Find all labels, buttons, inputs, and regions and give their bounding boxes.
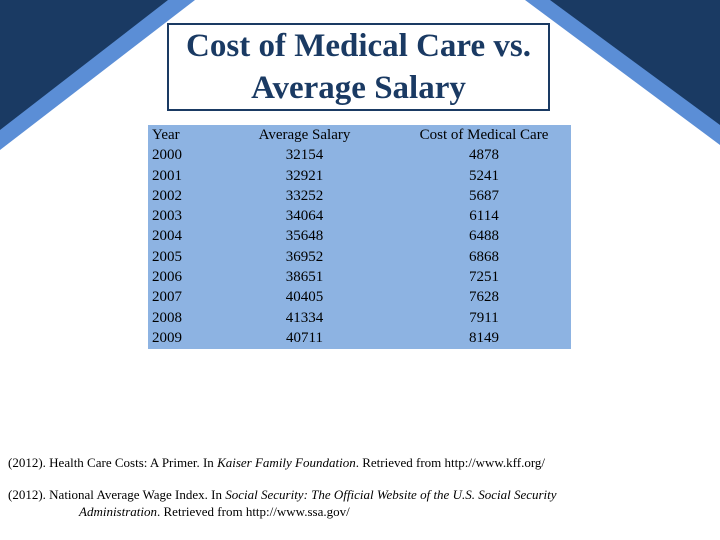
- reference-prefix: (2012). Health Care Costs: A Primer. In: [8, 455, 218, 470]
- cell-year: 2000: [152, 147, 182, 164]
- cell-average-salary: 34064: [285, 208, 324, 225]
- cell-cost-medical-care: 7911: [469, 309, 499, 326]
- cell-cost-medical-care: 6868: [469, 248, 499, 265]
- table-header-row: Year Average Salary Cost of Medical Care: [148, 125, 571, 145]
- cell-cost-medical-care: 4878: [469, 147, 499, 164]
- table-row: 2001 32921 5241: [148, 166, 571, 186]
- reference-prefix: (2012). National Average Wage Index. In: [8, 487, 226, 502]
- cell-year: 2004: [152, 228, 182, 245]
- cell-year: 2008: [152, 309, 182, 326]
- cell-cost-medical-care: 6114: [469, 208, 499, 225]
- cell-average-salary: 41334: [285, 309, 324, 326]
- table-row: 2004 35648 6488: [148, 226, 571, 246]
- table-row: 2005 36952 6868: [148, 247, 571, 267]
- cell-average-salary: 40405: [285, 289, 324, 306]
- table-row: 2008 41334 7911: [148, 308, 571, 328]
- cell-year: 2003: [152, 208, 182, 225]
- table-row: 2007 40405 7628: [148, 287, 571, 307]
- header-average-salary: Average Salary: [258, 127, 351, 143]
- cell-year: 2009: [152, 329, 182, 346]
- cell-average-salary: 40711: [286, 329, 323, 346]
- header-year: Year: [152, 127, 180, 143]
- table-row: 2006 38651 7251: [148, 267, 571, 287]
- cell-average-salary: 33252: [285, 187, 324, 204]
- cell-year: 2007: [152, 289, 182, 306]
- cell-cost-medical-care: 7251: [469, 269, 499, 286]
- reference-source: Kaiser Family Foundation: [217, 455, 356, 470]
- cell-year: 2005: [152, 248, 182, 265]
- cell-year: 2001: [152, 167, 182, 184]
- data-table-container: Year Average Salary Cost of Medical Care…: [148, 125, 571, 349]
- title-line-2: Average Salary: [251, 70, 466, 106]
- right-corner-dark: [550, 0, 720, 125]
- title-line-1: Cost of Medical Care vs.: [186, 28, 531, 64]
- cell-cost-medical-care: 5687: [469, 187, 499, 204]
- cell-year: 2006: [152, 269, 182, 286]
- cell-cost-medical-care: 8149: [469, 329, 499, 346]
- table-row: 2003 34064 6114: [148, 206, 571, 226]
- reference-item: (2012). Health Care Costs: A Primer. In …: [8, 454, 608, 471]
- table-row: 2002 33252 5687: [148, 186, 571, 206]
- reference-suffix: . Retrieved from http://www.ssa.gov/: [157, 504, 350, 519]
- cell-average-salary: 32921: [285, 167, 324, 184]
- cell-cost-medical-care: 6488: [469, 228, 499, 245]
- reference-source: Social Security: The Official Website of…: [79, 487, 557, 519]
- cell-year: 2002: [152, 187, 182, 204]
- cell-average-salary: 35648: [285, 228, 324, 245]
- table-row: 2000 32154 4878: [148, 145, 571, 165]
- cell-average-salary: 32154: [285, 147, 324, 164]
- cell-average-salary: 38651: [285, 269, 324, 286]
- cell-average-salary: 36952: [285, 248, 324, 265]
- table-row: 2009 40711 8149: [148, 328, 571, 348]
- slide-title: Cost of Medical Care vs. Average Salary: [167, 23, 550, 111]
- reference-suffix: . Retrieved from http://www.kff.org/: [355, 455, 546, 470]
- left-corner-dark: [0, 0, 168, 130]
- cell-cost-medical-care: 7628: [469, 289, 499, 306]
- data-table: Year Average Salary Cost of Medical Care…: [148, 125, 571, 348]
- references: (2012). Health Care Costs: A Primer. In …: [8, 454, 608, 535]
- reference-item: (2012). National Average Wage Index. In …: [8, 486, 608, 520]
- cell-cost-medical-care: 5241: [469, 167, 499, 184]
- header-cost-medical-care: Cost of Medical Care: [419, 127, 549, 143]
